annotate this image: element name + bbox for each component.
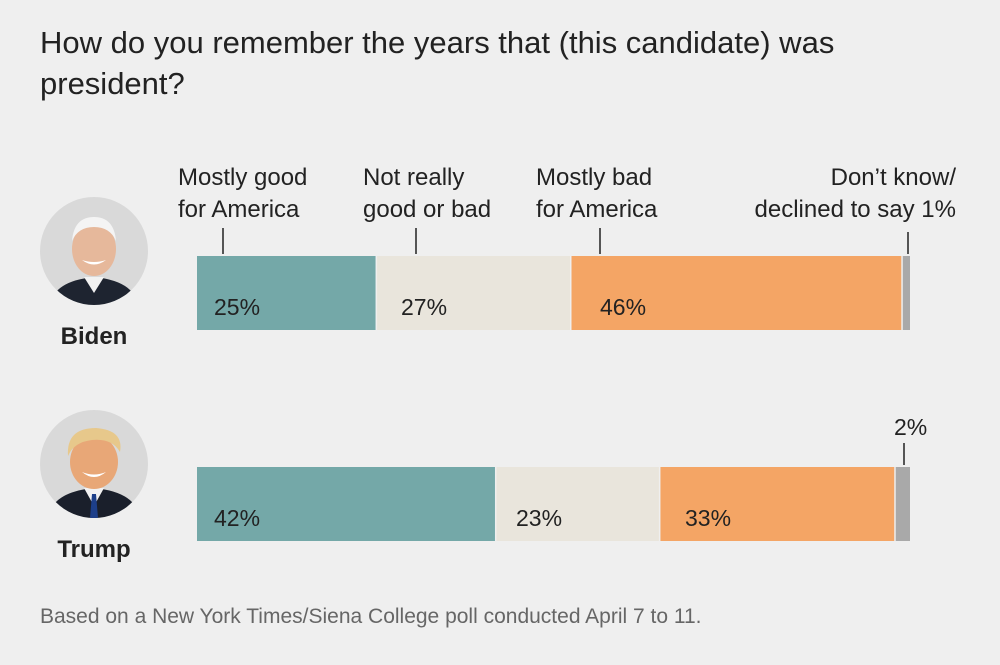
bar-segment-trump-dont-know	[895, 467, 910, 541]
data-label-trump-dont-know: 2%	[894, 414, 928, 440]
stacked-bar-trump	[197, 467, 910, 541]
data-label-trump-not-really: 23%	[516, 505, 563, 531]
bar-segment-biden-mostly-good	[197, 256, 376, 330]
trump-portrait-icon	[40, 410, 148, 518]
bar-segment-trump-not-really	[496, 467, 659, 541]
bar-segment-biden-mostly-bad	[571, 256, 902, 330]
leader-tick-dont-know	[907, 232, 909, 254]
bar-segment-trump-mostly-bad	[660, 467, 895, 541]
leader-tick-mostly-good	[222, 228, 224, 254]
category-label-mostly-bad: Mostly bad for America	[536, 164, 658, 223]
bar-segment-trump-mostly-good	[197, 467, 495, 541]
bar-segment-biden-dont-know	[902, 256, 910, 330]
leader-tick-not-really	[415, 228, 417, 254]
chart-title: How do you remember the years that (this…	[40, 25, 835, 101]
data-label-trump-mostly-bad: 33%	[685, 505, 732, 531]
leader-tick-trump-dont-know	[903, 443, 905, 465]
data-label-biden-mostly-bad: 46%	[600, 294, 647, 320]
stacked-bar-biden	[197, 256, 910, 330]
data-label-biden-mostly-good: 25%	[214, 294, 261, 320]
source-footnote: Based on a New York Times/Siena College …	[40, 605, 702, 628]
candidate-name-trump: Trump	[57, 536, 131, 563]
category-label-mostly-good: Mostly good for America	[178, 164, 308, 223]
category-label-not-really: Not really good or bad	[363, 164, 492, 223]
bar-segment-biden-not-really	[377, 256, 571, 330]
leader-tick-mostly-bad	[599, 228, 601, 254]
data-label-trump-mostly-good: 42%	[214, 505, 261, 531]
category-label-dont-know: Don’t know/ declined to say 1%	[754, 164, 956, 223]
data-label-biden-not-really: 27%	[401, 294, 448, 320]
biden-portrait-icon	[40, 197, 148, 305]
candidate-name-biden: Biden	[60, 323, 128, 350]
